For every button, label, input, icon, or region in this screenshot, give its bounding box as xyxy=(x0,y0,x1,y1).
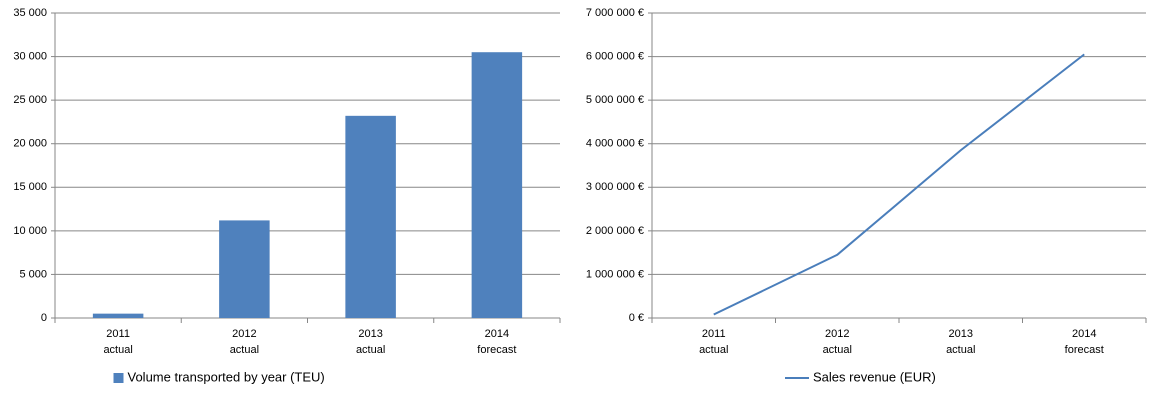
x-tick-label: 2012 xyxy=(232,328,256,340)
x-tick-label: forecast xyxy=(477,344,516,356)
bar xyxy=(92,313,144,318)
x-tick-label: actual xyxy=(103,344,132,356)
x-tick-label: 2014 xyxy=(1072,328,1096,340)
y-tick-label: 1 000 000 € xyxy=(586,268,644,280)
bar xyxy=(219,220,270,318)
y-tick-label: 35 000 xyxy=(13,7,47,19)
x-tick-label: actual xyxy=(823,344,852,356)
x-tick-label: 2013 xyxy=(358,328,382,340)
x-tick-label: actual xyxy=(230,344,259,356)
y-tick-label: 0 € xyxy=(629,312,644,324)
y-tick-label: 6 000 000 € xyxy=(586,50,644,62)
y-tick-label: 5 000 000 € xyxy=(586,94,644,106)
y-tick-label: 30 000 xyxy=(13,50,47,62)
y-tick-label: 15 000 xyxy=(13,181,47,193)
x-tick-label: actual xyxy=(946,344,975,356)
y-tick-label: 5 000 xyxy=(19,268,47,280)
x-tick-label: actual xyxy=(356,344,385,356)
x-tick-label: forecast xyxy=(1065,344,1104,356)
x-tick-label: actual xyxy=(699,344,728,356)
legend-label: Volume transported by year (TEU) xyxy=(128,369,325,384)
y-tick-label: 3 000 000 € xyxy=(586,181,644,193)
y-tick-label: 2 000 000 € xyxy=(586,225,644,237)
y-tick-label: 0 xyxy=(41,312,47,324)
x-tick-label: 2011 xyxy=(702,328,726,340)
y-tick-label: 10 000 xyxy=(13,225,47,237)
y-tick-label: 25 000 xyxy=(13,94,47,106)
line xyxy=(713,53,1085,316)
y-tick-label: 7 000 000 € xyxy=(586,7,644,19)
legend-swatch xyxy=(113,373,124,383)
legend: Sales revenue (EUR) xyxy=(785,369,936,384)
y-tick-label: 4 000 000 € xyxy=(586,138,644,150)
chart: 0 5 000 10 000 15 000 20 000 25 000 30 000 35 0… xyxy=(13,7,561,384)
x-tick-label: 2014 xyxy=(485,328,509,340)
legend: Volume transported by year (TEU) xyxy=(113,369,325,384)
legend-label: Sales revenue (EUR) xyxy=(813,369,936,384)
x-tick-label: 2013 xyxy=(949,328,973,340)
x-tick-label: 2012 xyxy=(825,328,849,340)
y-tick-label: 20 000 xyxy=(13,138,47,150)
chart: 0 € 1 000 000 € 2 000 000 € 3 000 000 € 4 00… xyxy=(586,7,1147,384)
x-tick-label: 2011 xyxy=(106,328,130,340)
bar xyxy=(345,115,396,318)
bar xyxy=(471,52,523,318)
